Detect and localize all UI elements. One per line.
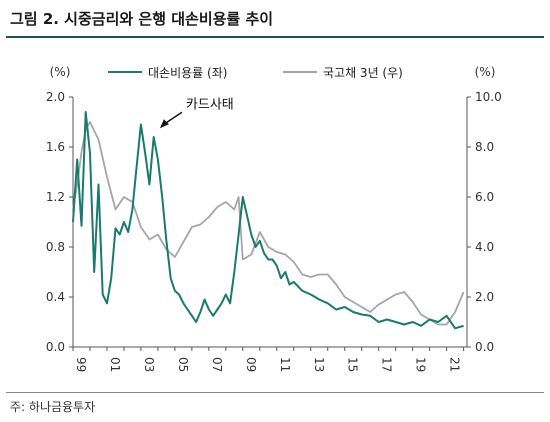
x-tick-label: 99 — [74, 357, 88, 372]
right-axis-unit: (%) — [475, 65, 496, 79]
right-tick-label: 10.0 — [475, 90, 502, 104]
x-tick-label: 03 — [142, 357, 156, 372]
annotation-label: 카드사태 — [186, 97, 234, 112]
series-line-credit-cost — [72, 111, 464, 330]
x-tick-label: 01 — [108, 357, 122, 372]
x-tick-label: 17 — [380, 357, 394, 372]
x-tick-label: 11 — [278, 357, 292, 372]
x-tick-label: 09 — [244, 357, 258, 372]
left-tick-label: 0.0 — [46, 340, 65, 354]
left-tick-label: 0.8 — [46, 240, 65, 254]
x-tick-label: 19 — [414, 357, 428, 372]
right-tick-label: 0.0 — [475, 340, 494, 354]
x-tick-label: 07 — [210, 357, 224, 372]
footer-rule — [6, 392, 544, 393]
legend-label-bond-3y: 국고채 3년 (우) — [323, 66, 403, 80]
legend: 대손비용률 (좌) 국고채 3년 (우) — [108, 66, 403, 80]
source-note: 주: 하나금융투자 — [10, 400, 96, 414]
left-axis-unit: (%) — [50, 65, 71, 79]
left-tick-label: 1.6 — [46, 140, 65, 154]
right-tick-label: 4.0 — [475, 240, 494, 254]
left-tick-label: 1.2 — [46, 190, 65, 204]
x-tick-label: 21 — [448, 357, 462, 372]
series-line-bond-3y — [72, 121, 465, 326]
series-layer — [72, 111, 465, 330]
right-tick-label: 8.0 — [475, 140, 494, 154]
right-tick-label: 6.0 — [475, 190, 494, 204]
x-tick-label: 05 — [176, 357, 190, 372]
figure-title: 그림 2. 시중금리와 은행 대손비용률 추이 — [10, 10, 274, 28]
left-tick-label: 0.4 — [46, 290, 65, 304]
annotation-arrow-head — [159, 119, 169, 129]
right-tick-label: 2.0 — [475, 290, 494, 304]
legend-label-credit-cost: 대손비용률 (좌) — [148, 66, 227, 80]
x-tick-label: 15 — [346, 357, 360, 372]
title-rule — [6, 36, 544, 38]
axes-layer: (%) (%) 0.0 0.4 0.8 1.2 1.6 2.0 0.0 2.0 4.0 6.0 8.0 1… — [46, 65, 502, 372]
annotation-layer: 카드사태 — [159, 97, 234, 129]
x-tick-label: 13 — [312, 357, 326, 372]
left-tick-label: 2.0 — [46, 90, 65, 104]
